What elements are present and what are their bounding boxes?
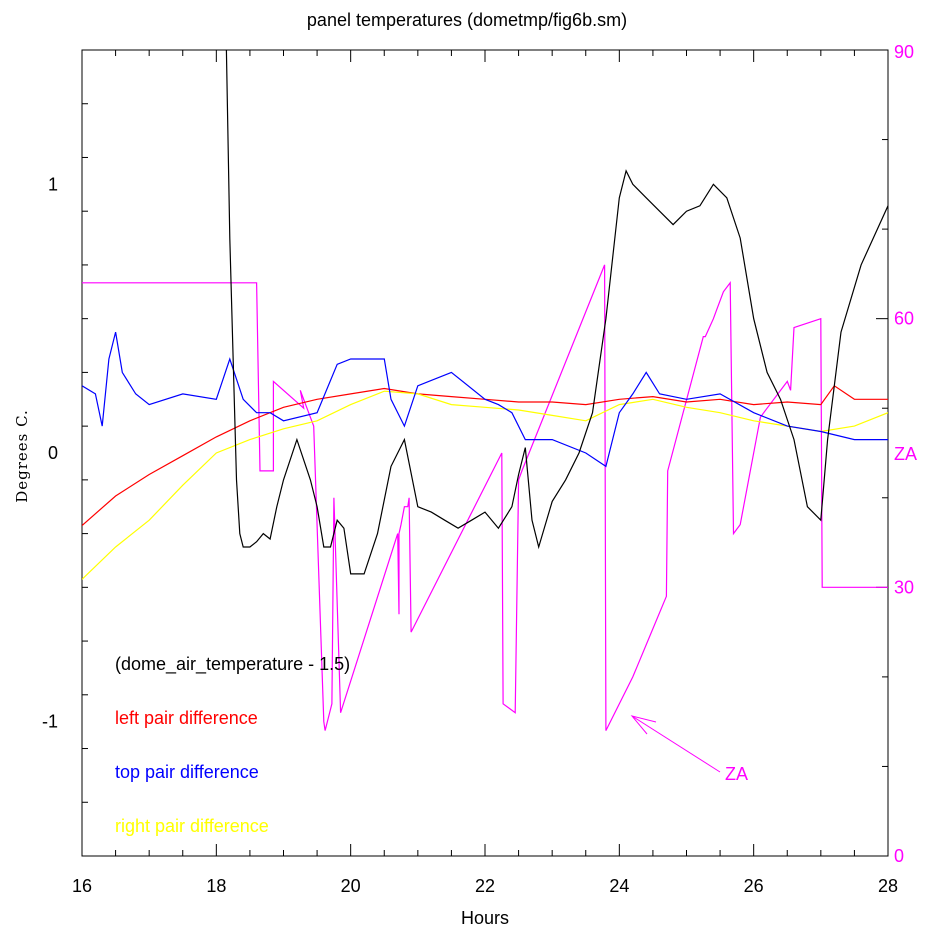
za-arrow-line: [631, 715, 721, 773]
legend-item-dome-air: (dome_air_temperature - 1.5): [115, 654, 350, 675]
series-layer: [82, 50, 888, 731]
y2-tick-label: 30: [894, 577, 914, 597]
x-tick-label: 24: [609, 876, 629, 896]
y-tick-label: -1: [42, 712, 58, 732]
series-line-top-pair-difference: [82, 331, 888, 468]
plot-frame: [81, 49, 889, 857]
y2-axis-ticks: 0 30 60 90: [876, 42, 914, 866]
chart-title: panel temperatures (dometmp/fig6b.sm): [307, 10, 627, 30]
y2-axis-label: ZA: [894, 444, 917, 464]
series-line-za: [82, 264, 888, 731]
legend-item-left-pair: left pair difference: [115, 708, 258, 728]
za-arrow-head: [630, 715, 657, 735]
x-tick-label: 20: [341, 876, 361, 896]
y-tick-label: 0: [48, 443, 58, 463]
legend-item-top-pair: top pair difference: [115, 762, 259, 782]
legend-item-right-pair: right pair difference: [115, 816, 269, 836]
x-tick-label: 28: [878, 876, 898, 896]
y2-tick-label: 60: [894, 309, 914, 329]
x-axis-ticks: 16 18 20 22 24 26 28: [72, 50, 898, 896]
x-tick-label: 16: [72, 876, 92, 896]
legend: (dome_air_temperature - 1.5) left pair d…: [115, 654, 350, 836]
y2-tick-label: 90: [894, 42, 914, 62]
y2-tick-label: 0: [894, 846, 904, 866]
x-tick-label: 26: [744, 876, 764, 896]
y-axis-label: Degrees C.: [13, 409, 31, 503]
y-axis-ticks: -1 0 1: [42, 49, 88, 857]
series-line-dome-air-temperature-1-5: [225, 50, 888, 575]
za-annotation-label: ZA: [725, 764, 748, 784]
series-line-right-pair-difference: [82, 390, 888, 580]
x-tick-label: 22: [475, 876, 495, 896]
y-tick-label: 1: [48, 174, 58, 194]
x-tick-label: 18: [206, 876, 226, 896]
x-axis-label: Hours: [461, 908, 509, 928]
za-annotation: ZA: [630, 715, 748, 784]
